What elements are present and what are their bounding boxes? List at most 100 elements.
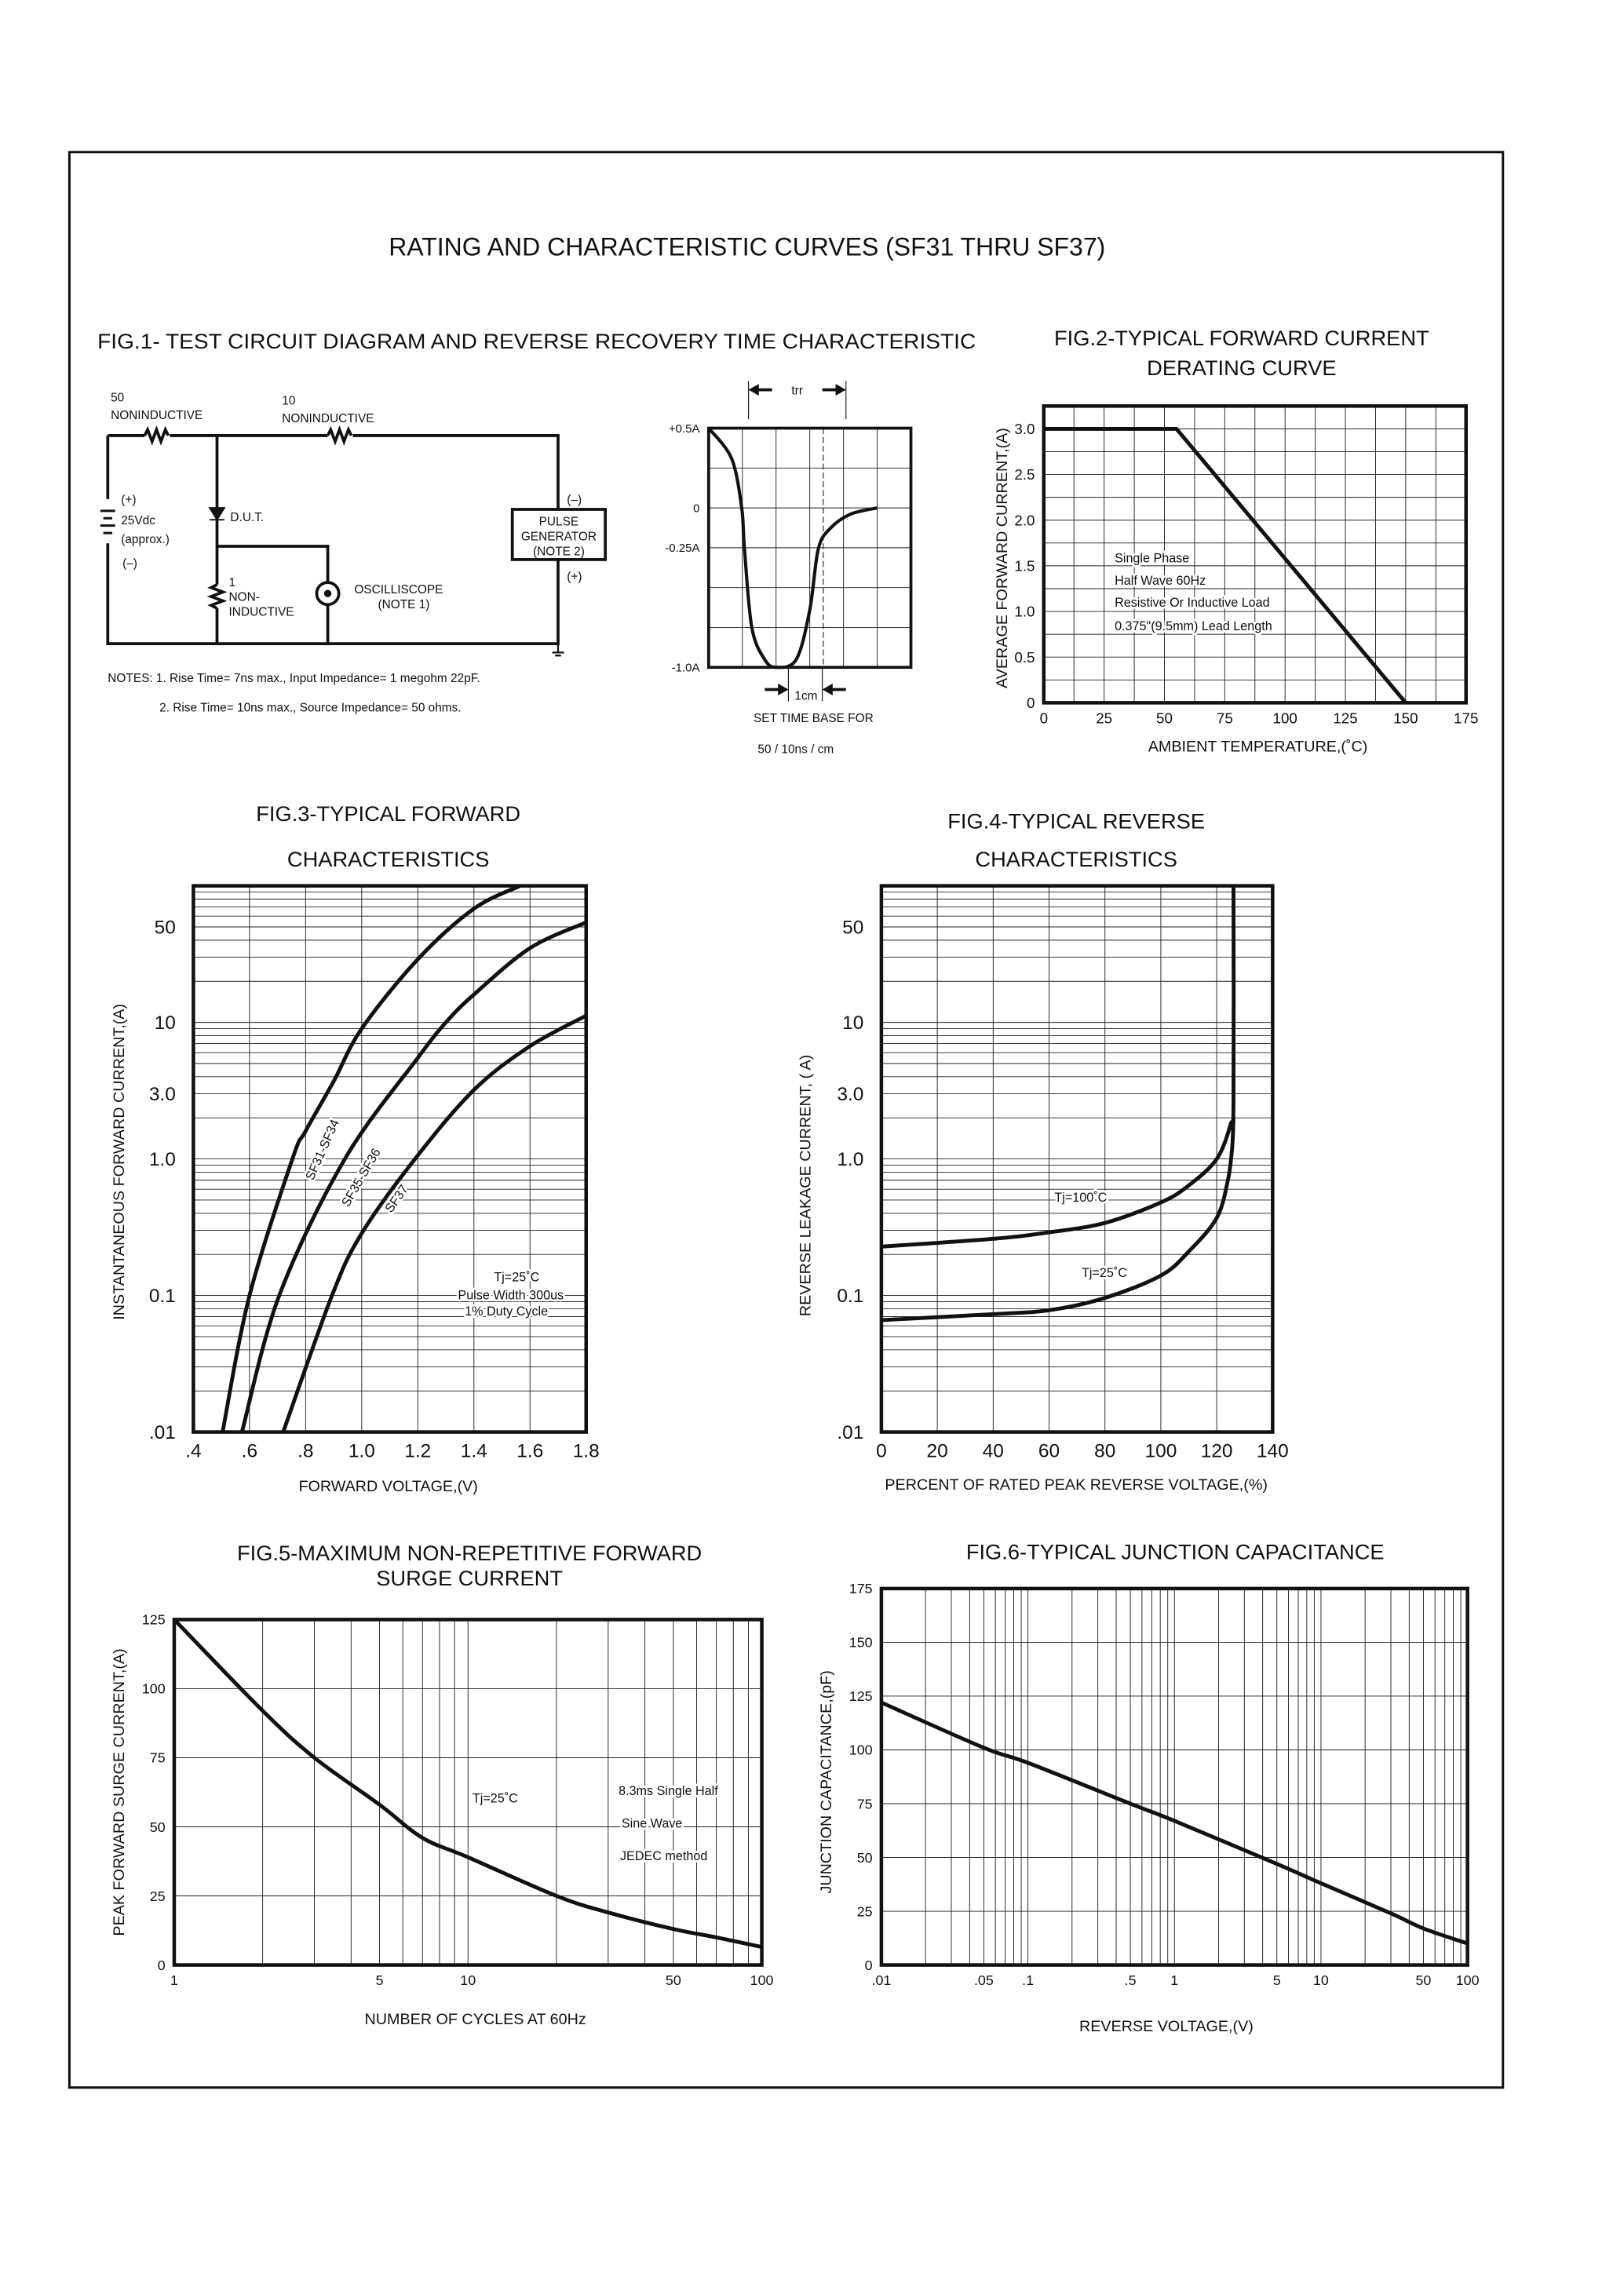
x-tick-label: 80 <box>1094 1441 1115 1462</box>
fig4-title-line-1: FIG.4-TYPICAL REVERSE <box>947 808 1205 833</box>
r1-type: NONINDUCTIVE <box>111 409 203 422</box>
fig4-reverse-characteristics: FIG.4-TYPICAL REVERSE CHARACTERISTICS 0 2… <box>797 808 1289 1494</box>
x-tick-label: 5 <box>1273 1972 1281 1988</box>
y-tick-label: -0.25A <box>665 542 699 555</box>
x-tick-label: 140 <box>1257 1441 1289 1462</box>
series-curve-0 <box>221 884 521 1433</box>
oscilloscope-icon-center <box>323 589 332 597</box>
trr-right-arrow-icon <box>822 384 846 396</box>
resistor-10-icon <box>326 425 353 446</box>
plot-frame <box>879 1586 1469 1967</box>
x-tick-label: 10 <box>460 1972 476 1988</box>
fig2-x-axis-label: AMBIENT TEMPERATURE,(˚C) <box>1148 738 1368 755</box>
y-tick-label: 10 <box>842 1012 863 1034</box>
trr-extent-lines <box>748 381 847 420</box>
pulse-label-1: PULSE <box>539 516 579 529</box>
x-tick-label: 120 <box>1201 1441 1233 1462</box>
y-tick-label: 2.0 <box>1014 512 1035 528</box>
x-tick-label: 75 <box>1217 710 1233 727</box>
trr-left-arrow-icon <box>748 384 772 396</box>
fig5-annotation: Sine Wave <box>622 1817 683 1831</box>
r2-value: 10 <box>282 394 295 407</box>
fig2-annotation: Half Wave 60Hz <box>1115 574 1206 588</box>
series-curve-2 <box>281 1013 587 1433</box>
cm-left-arrow-icon <box>765 683 789 695</box>
x-tick-label: 25 <box>1096 710 1112 727</box>
resistor-1-icon <box>206 583 228 610</box>
y-tick-label: 2.5 <box>1014 466 1035 483</box>
y-tick-label: 100 <box>849 1742 873 1758</box>
fig6-y-axis-label: JUNCTION CAPACITANCE,(pF) <box>818 1670 835 1893</box>
y-tick-label: 75 <box>150 1750 166 1766</box>
fig5-annotation: 8.3ms Single Half <box>619 1784 718 1798</box>
chart-2-plot: .4 .6 .8 1.0 1.2 1.4 1.6 1.8 .01 0.1 1.0 3.0 10 50 <box>149 884 600 1462</box>
page-border <box>68 151 1505 2089</box>
x-tick-label: .6 <box>242 1441 257 1462</box>
y-tick-label: 75 <box>857 1796 873 1812</box>
y-tick-label: 0 <box>865 1957 873 1973</box>
dut-label: D.U.T. <box>230 511 264 524</box>
cm-right-arrow-icon <box>822 683 846 695</box>
x-tick-label: 100 <box>1456 1972 1480 1988</box>
fig3-annotation: Tj=25˚C <box>494 1271 539 1285</box>
fig3-y-axis-label: INSTANTANEOUS FORWARD CURRENT,(A) <box>111 1004 128 1320</box>
fig5-y-axis-label: PEAK FORWARD SURGE CURRENT,(A) <box>111 1648 128 1936</box>
y-tick-label: 150 <box>849 1635 873 1651</box>
x-tick-label: 1 <box>170 1972 178 1988</box>
x-tick-label: 10 <box>1313 1972 1329 1988</box>
pulse-label-3: (NOTE 2) <box>533 545 585 558</box>
x-tick-label: 1.2 <box>404 1441 431 1462</box>
fig5-annotation: JEDEC method <box>620 1849 707 1863</box>
x-tick-label: 100 <box>750 1972 774 1988</box>
chart-3-plot: 0 20 40 60 80 100 120 140 .01 0.1 1.0 3.0 10 50 <box>837 884 1289 1462</box>
x-tick-label: 150 <box>1393 710 1418 727</box>
pulse-minus: (–) <box>567 493 582 506</box>
r3-type-1: NON- <box>229 591 260 604</box>
pulse-generator-box <box>510 508 608 561</box>
fig1: FIG.1- TEST CIRCUIT DIAGRAM AND REVERSE … <box>97 329 976 756</box>
fig4-title-line-2: CHARACTERISTICS <box>975 847 1177 871</box>
y-tick-label: +0.5A <box>669 422 700 436</box>
y-tick-label: 10 <box>155 1012 176 1034</box>
y-tick-label: 0 <box>158 1957 166 1973</box>
y-tick-label: 0.1 <box>149 1286 176 1307</box>
battery-plus: (+) <box>121 493 136 506</box>
pulse-label-2: GENERATOR <box>521 530 597 543</box>
x-tick-label: 0 <box>1040 710 1048 727</box>
x-tick-label: 50 <box>1156 710 1173 727</box>
y-tick-label: 1.0 <box>149 1149 176 1170</box>
fig3-title-line-2: CHARACTERISTICS <box>287 847 490 871</box>
y-tick-label: 25 <box>857 1903 873 1919</box>
r3-type-2: INDUCTIVE <box>229 605 294 618</box>
fig3-title-line-1: FIG.3-TYPICAL FORWARD <box>256 801 520 826</box>
fig4-x-axis-label: PERCENT OF RATED PEAK REVERSE VOLTAGE,(%… <box>885 1476 1268 1494</box>
reverse-recovery-plot: +0.5A 0 -0.25A -1.0A trr 1cm SET TIME BASE … <box>665 381 913 756</box>
series-curve-1 <box>881 1118 1235 1323</box>
x-tick-label: 1.4 <box>461 1441 487 1462</box>
chart-0-plot: +0.5A 0 -0.25A -1.0A <box>665 422 913 675</box>
series-curve-1 <box>239 920 587 1433</box>
fig2-y-axis-label: AVERAGE FORWARD CURRENT,(A) <box>994 428 1011 688</box>
fig4-series-label: Tj=25˚C <box>1082 1266 1127 1280</box>
y-tick-label: 1.0 <box>1014 604 1035 620</box>
y-tick-label: -1.0A <box>672 662 700 675</box>
series-curve-0 <box>880 1700 1469 1946</box>
y-tick-label: 50 <box>842 918 863 939</box>
timebase-label-2: 50 / 10ns / cm <box>757 742 834 756</box>
chart-1-plot: 0 25 50 75 100 125 150 175 0 0.5 1.0 1.5 2.0 2.5 3.0 <box>1014 404 1478 727</box>
r1-value: 50 <box>111 392 124 405</box>
x-tick-label: 40 <box>983 1441 1004 1462</box>
x-tick-label: 1.8 <box>573 1441 600 1462</box>
fig5-title-line-2: SURGE CURRENT <box>376 1566 563 1590</box>
x-tick-label: .5 <box>1125 1972 1137 1988</box>
test-circuit-diagram: 50 NONINDUCTIVE 10 NONINDUCTIVE (+) 25Vd… <box>100 392 608 715</box>
page-title: RATING AND CHARACTERISTIC CURVES (SF31 T… <box>389 232 1105 261</box>
y-tick-label: 25 <box>150 1888 166 1904</box>
x-tick-label: 1.0 <box>349 1441 375 1462</box>
y-tick-label: 3.0 <box>149 1084 176 1105</box>
fig6-x-axis-label: REVERSE VOLTAGE,(V) <box>1079 2018 1254 2035</box>
oscilloscope-label: OSCILLISCOPE <box>354 583 443 597</box>
battery-approx: (approx.) <box>121 533 170 546</box>
fig3-forward-characteristics: FIG.3-TYPICAL FORWARD CHARACTERISTICS .4… <box>111 801 600 1495</box>
